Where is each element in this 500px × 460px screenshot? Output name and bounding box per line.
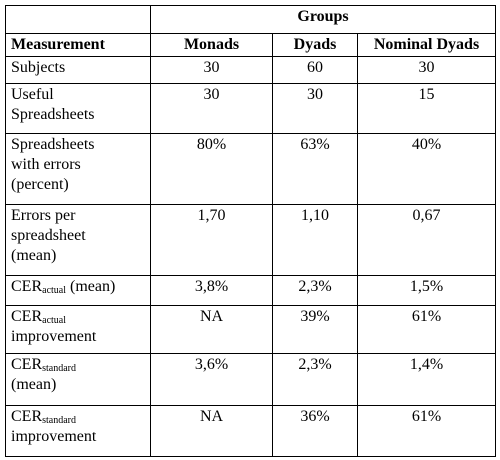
value-cell: 15 [356, 83, 497, 134]
column-header-row: Measurement Monads Dyads Nominal Dyads [5, 33, 497, 57]
value-cell: 3,8% [150, 275, 273, 306]
measurement-cell: CERstandard (mean) [5, 353, 151, 406]
table-wrap: Groups Measurement Monads Dyads Nominal Dya… [5, 5, 497, 457]
value-cell: 2,3% [272, 275, 358, 306]
label-line: Errors per [11, 207, 76, 224]
value-cell: 61% [356, 305, 497, 354]
label-line: Subjects [11, 59, 66, 76]
value-cell: 30 [272, 83, 358, 134]
label-line: (percent) [11, 176, 69, 193]
measurement-cell: CERactual (mean) [5, 275, 151, 306]
group-header: Groups [149, 5, 497, 34]
value-cell: 60 [272, 56, 358, 84]
label-line: Spreadsheets [11, 106, 95, 123]
value-cell: 1,4% [356, 353, 497, 406]
data-row: CERactual (mean) 3,8% 2,3% 1,5% [5, 275, 497, 306]
measurement-cell: CERactual improvement [5, 305, 151, 354]
label-subscript: actual [42, 315, 66, 326]
label-suffix: (mean) [66, 278, 116, 295]
data-row: CERstandard improvement NA 36% 61% [5, 405, 497, 457]
empty-cell [5, 5, 151, 34]
group-header-row: Groups [5, 5, 497, 34]
label-subscript: standard [42, 363, 77, 374]
label-line: Spreadsheets [11, 136, 95, 153]
label-subscript: actual [42, 285, 66, 296]
column-header: Nominal Dyads [356, 33, 497, 57]
value-cell: 3,6% [150, 353, 273, 406]
data-row: Spreadsheets with errors (percent) 80% 63% 40… [5, 133, 497, 205]
value-cell: 30 [356, 56, 497, 84]
measurement-cell: CERstandard improvement [5, 405, 151, 457]
value-cell: NA [150, 405, 273, 457]
value-cell: NA [150, 305, 273, 354]
data-row: Errors per spreadsheet (mean) 1,70 1,10 0,67 [5, 204, 497, 276]
measurement-cell: Spreadsheets with errors (percent) [5, 133, 151, 205]
label-line: CERstandard [11, 407, 145, 427]
label-line: improvement [11, 328, 97, 345]
data-row: Subjects 30 60 30 [5, 56, 497, 84]
value-cell: 80% [150, 133, 273, 205]
value-cell: 30 [150, 56, 273, 84]
value-cell: 0,67 [356, 204, 497, 276]
table: Groups Measurement Monads Dyads Nominal Dya… [5, 5, 497, 457]
label-line: improvement [11, 428, 97, 445]
value-cell: 1,5% [356, 275, 497, 306]
label-subscript: standard [42, 415, 77, 426]
value-cell: 40% [356, 133, 497, 205]
measurement-cell: Errors per spreadsheet (mean) [5, 204, 151, 276]
data-row: CERactual improvement NA 39% 61% [5, 305, 497, 354]
label-text: CER [11, 356, 43, 373]
label-line: CERactual [11, 307, 145, 327]
measurement-cell: Useful Spreadsheets [5, 83, 151, 134]
value-cell: 1,10 [272, 204, 358, 276]
label-line: CERstandard [11, 355, 145, 375]
label-text: CER [11, 408, 43, 425]
label-line: CERactual (mean) [11, 277, 145, 297]
label-line: Useful [11, 86, 54, 103]
value-cell: 39% [272, 305, 358, 354]
measurement-cell: Subjects [5, 56, 151, 84]
column-header: Monads [150, 33, 273, 57]
label-line: (mean) [11, 247, 57, 264]
label-line: with errors [11, 156, 81, 173]
label-text: CER [11, 278, 43, 295]
column-header: Dyads [272, 33, 358, 57]
label-line: (mean) [11, 376, 57, 393]
value-cell: 61% [356, 405, 497, 457]
label-text: CER [11, 308, 43, 325]
label-line: spreadsheet [11, 227, 86, 244]
data-row: Useful Spreadsheets 30 30 15 [5, 83, 497, 134]
value-cell: 2,3% [272, 353, 358, 406]
value-cell: 1,70 [150, 204, 273, 276]
data-row: CERstandard (mean) 3,6% 2,3% 1,4% [5, 353, 497, 406]
column-header: Measurement [5, 33, 151, 57]
value-cell: 36% [272, 405, 358, 457]
value-cell: 30 [150, 83, 273, 134]
value-cell: 63% [272, 133, 358, 205]
